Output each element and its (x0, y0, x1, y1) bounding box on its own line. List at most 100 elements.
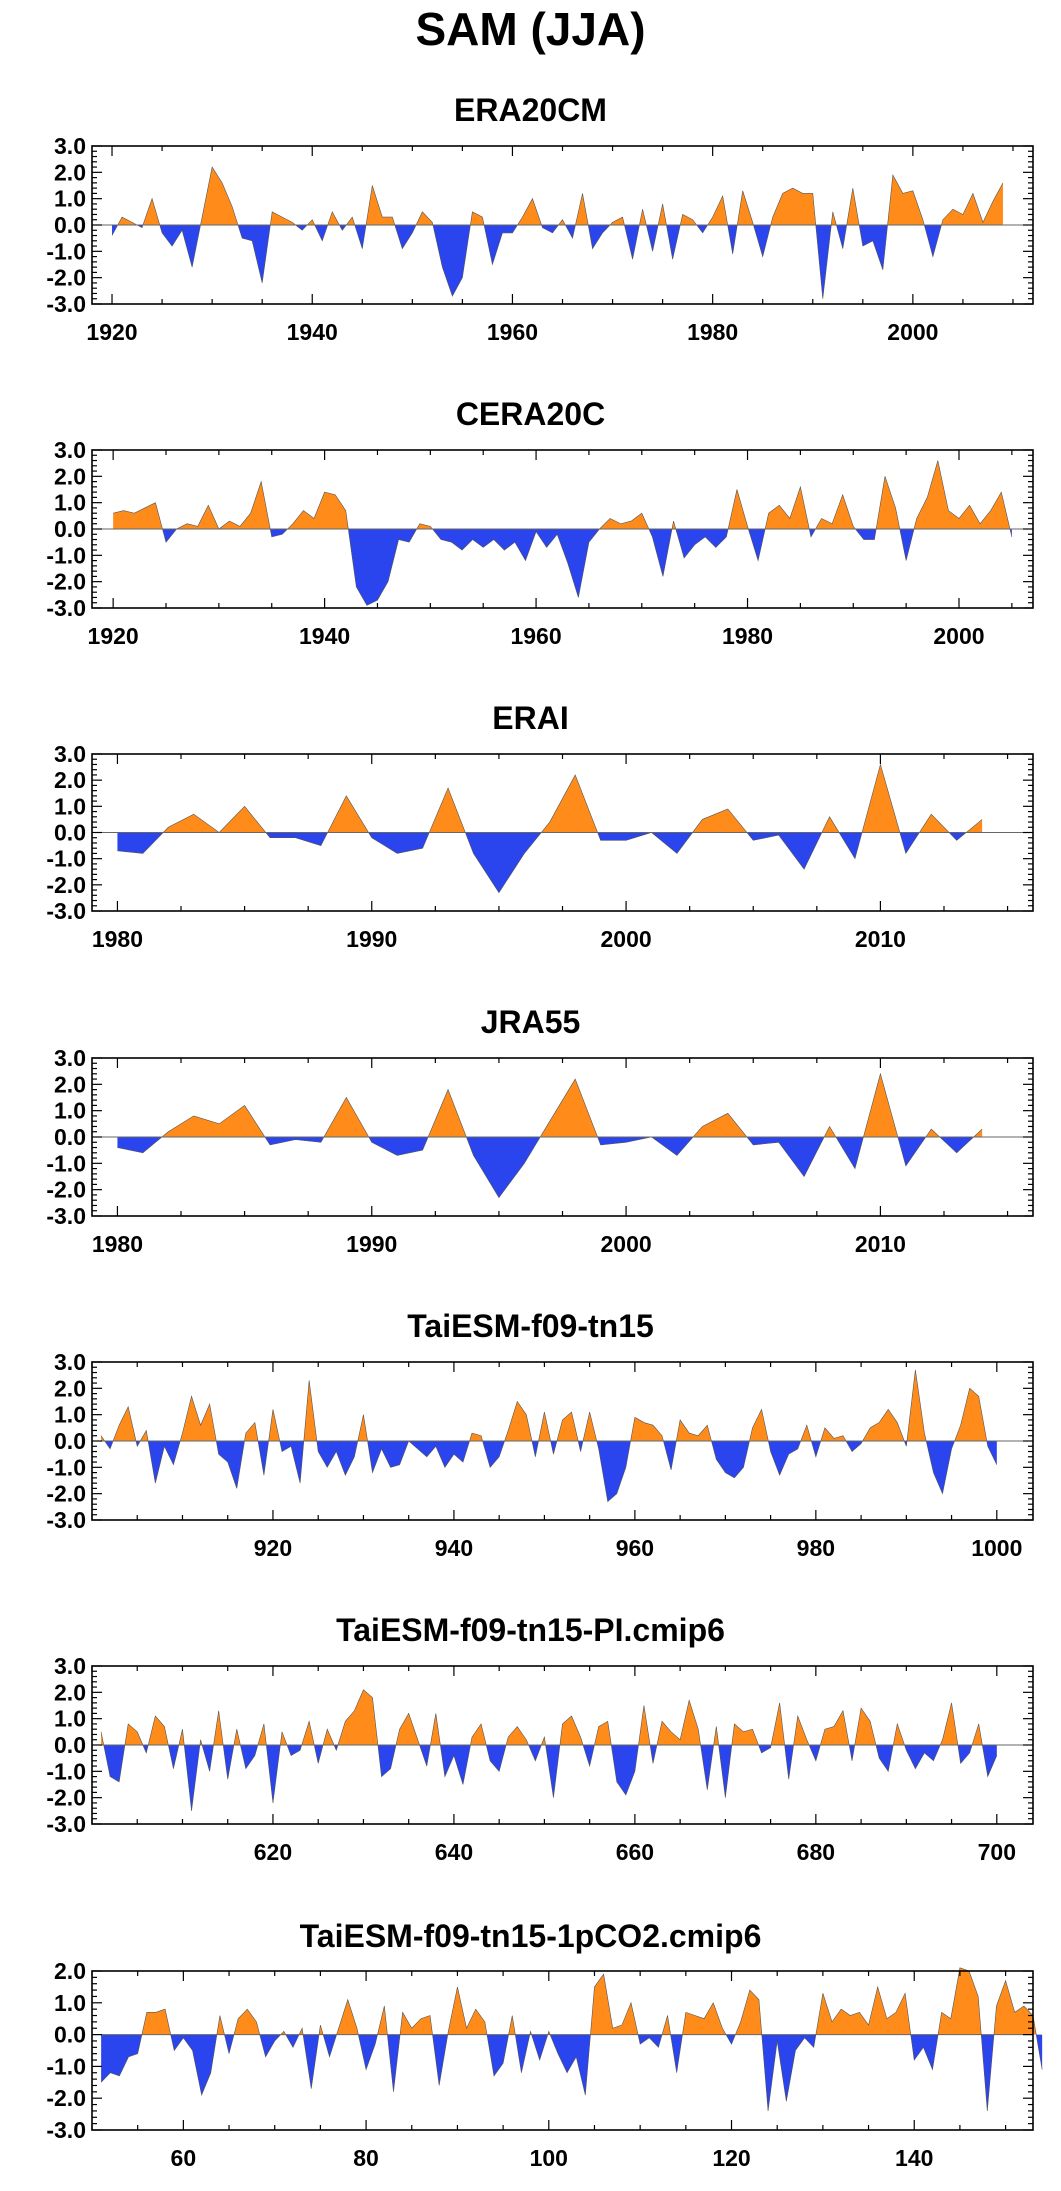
figure-title: SAM (JJA) (415, 3, 646, 55)
series-line (100, 1369, 998, 1503)
panel-title: TaiESM-f09-tn15-PI.cmip6 (336, 1612, 725, 1648)
x-tick-label: 2000 (933, 623, 984, 649)
y-tick-label: 0.0 (54, 2022, 86, 2048)
negative-area (112, 225, 1003, 299)
negative-area (113, 529, 1012, 606)
x-tick-label: 1920 (88, 623, 139, 649)
panel-title: JRA55 (480, 1004, 581, 1040)
x-tick-label: 1990 (346, 926, 397, 952)
y-tick-label: 0.0 (54, 1124, 86, 1150)
x-tick-label: 1980 (722, 623, 773, 649)
y-tick-label: -2.0 (46, 1785, 86, 1811)
y-tick-label: -3.0 (46, 2117, 86, 2143)
x-tick-label: 680 (797, 1839, 835, 1865)
x-tick-label: 1940 (299, 623, 350, 649)
y-tick-label: 1.0 (54, 1706, 86, 1732)
y-tick-label: 0.0 (54, 1428, 86, 1454)
y-tick-label: 2.0 (54, 463, 86, 489)
negative-area (117, 1137, 983, 1198)
x-tick-label: 1980 (92, 926, 143, 952)
y-tick-label: 0.0 (54, 212, 86, 238)
x-tick-label: 2010 (855, 1231, 906, 1257)
x-tick-label: 700 (978, 1839, 1016, 1865)
y-tick-label: 3.0 (54, 437, 86, 463)
negative-area (101, 1441, 997, 1502)
y-tick-label: 1.0 (54, 1098, 86, 1124)
panel-title: TaiESM-f09-tn15-1pCO2.cmip6 (299, 1918, 762, 1954)
x-tick-label: 60 (171, 2145, 197, 2171)
y-tick-label: -3.0 (46, 595, 86, 621)
y-tick-label: -1.0 (46, 1454, 86, 1480)
x-tick-label: 1980 (92, 1231, 143, 1257)
x-tick-label: 120 (712, 2145, 750, 2171)
x-tick-label: 2000 (887, 319, 938, 345)
x-tick-label: 2010 (855, 926, 906, 952)
y-tick-label: -3.0 (46, 1507, 86, 1533)
x-tick-label: 2000 (600, 926, 651, 952)
y-tick-label: -3.0 (46, 1203, 86, 1229)
positive-area (112, 167, 1003, 225)
y-tick-label: 2.0 (54, 1679, 86, 1705)
chart-panel: 3.02.01.00.0-1.0-2.0-3.0 920 940 960 980 1000 (46, 1349, 1034, 1561)
x-tick-label: 620 (254, 1839, 292, 1865)
y-tick-label: -1.0 (46, 238, 86, 264)
x-tick-label: 2000 (600, 1231, 651, 1257)
positive-area (101, 1369, 997, 1441)
x-tick-label: 940 (435, 1535, 473, 1561)
panel-title: ERA20CM (454, 92, 607, 128)
y-tick-label: 1.0 (54, 1402, 86, 1428)
y-tick-label: 1.0 (54, 186, 86, 212)
y-tick-label: 3.0 (54, 133, 86, 159)
x-tick-label: 920 (254, 1535, 292, 1561)
y-tick-label: -1.0 (46, 846, 86, 872)
x-tick-label: 640 (435, 1839, 473, 1865)
positive-area (113, 460, 1012, 529)
series-line (100, 1967, 1043, 2111)
y-tick-label: -1.0 (46, 542, 86, 568)
negative-area (101, 1745, 997, 1811)
x-tick-label: 1940 (287, 319, 338, 345)
positive-area (117, 1073, 983, 1137)
y-tick-label: 3.0 (54, 741, 86, 767)
y-tick-label: -3.0 (46, 291, 86, 317)
series-line (100, 1689, 998, 1811)
y-tick-label: 2.0 (54, 1071, 86, 1097)
x-tick-label: 1990 (346, 1231, 397, 1257)
panel-title: CERA20C (455, 396, 606, 432)
positive-area (101, 1967, 1043, 2035)
y-tick-label: 3.0 (54, 1653, 86, 1679)
y-tick-label: -2.0 (46, 1481, 86, 1507)
y-tick-label: 2.0 (54, 159, 86, 185)
y-tick-label: 0.0 (54, 516, 86, 542)
y-tick-label: -2.0 (46, 569, 86, 595)
x-tick-label: 80 (353, 2145, 379, 2171)
y-tick-label: -1.0 (46, 1758, 86, 1784)
y-tick-label: 3.0 (54, 1045, 86, 1071)
y-tick-label: 2.0 (54, 1375, 86, 1401)
chart-panel: 3.02.01.00.0-1.0-2.0-3.0 620 640 660 680 700 (46, 1653, 1034, 1865)
y-tick-label: 2.0 (54, 767, 86, 793)
x-tick-label: 1960 (510, 623, 561, 649)
x-tick-label: 1980 (687, 319, 738, 345)
y-tick-label: 1.0 (54, 793, 86, 819)
x-tick-label: 960 (616, 1535, 654, 1561)
y-tick-label: -2.0 (46, 265, 86, 291)
panel-title: ERAI (492, 700, 569, 736)
series-line (117, 1072, 983, 1199)
y-tick-label: -3.0 (46, 898, 86, 924)
x-tick-label: 980 (797, 1535, 835, 1561)
negative-area (101, 2034, 1043, 2111)
panel-title: TaiESM-f09-tn15 (407, 1308, 654, 1344)
plot-frame (91, 1970, 1034, 2131)
x-tick-label: 1960 (487, 319, 538, 345)
x-tick-label: 1000 (971, 1535, 1022, 1561)
y-tick-label: -2.0 (46, 1177, 86, 1203)
series-line (113, 460, 1013, 606)
y-tick-label: 3.0 (54, 1349, 86, 1375)
y-tick-label: -2.0 (46, 872, 86, 898)
y-tick-label: -3.0 (46, 1811, 86, 1837)
